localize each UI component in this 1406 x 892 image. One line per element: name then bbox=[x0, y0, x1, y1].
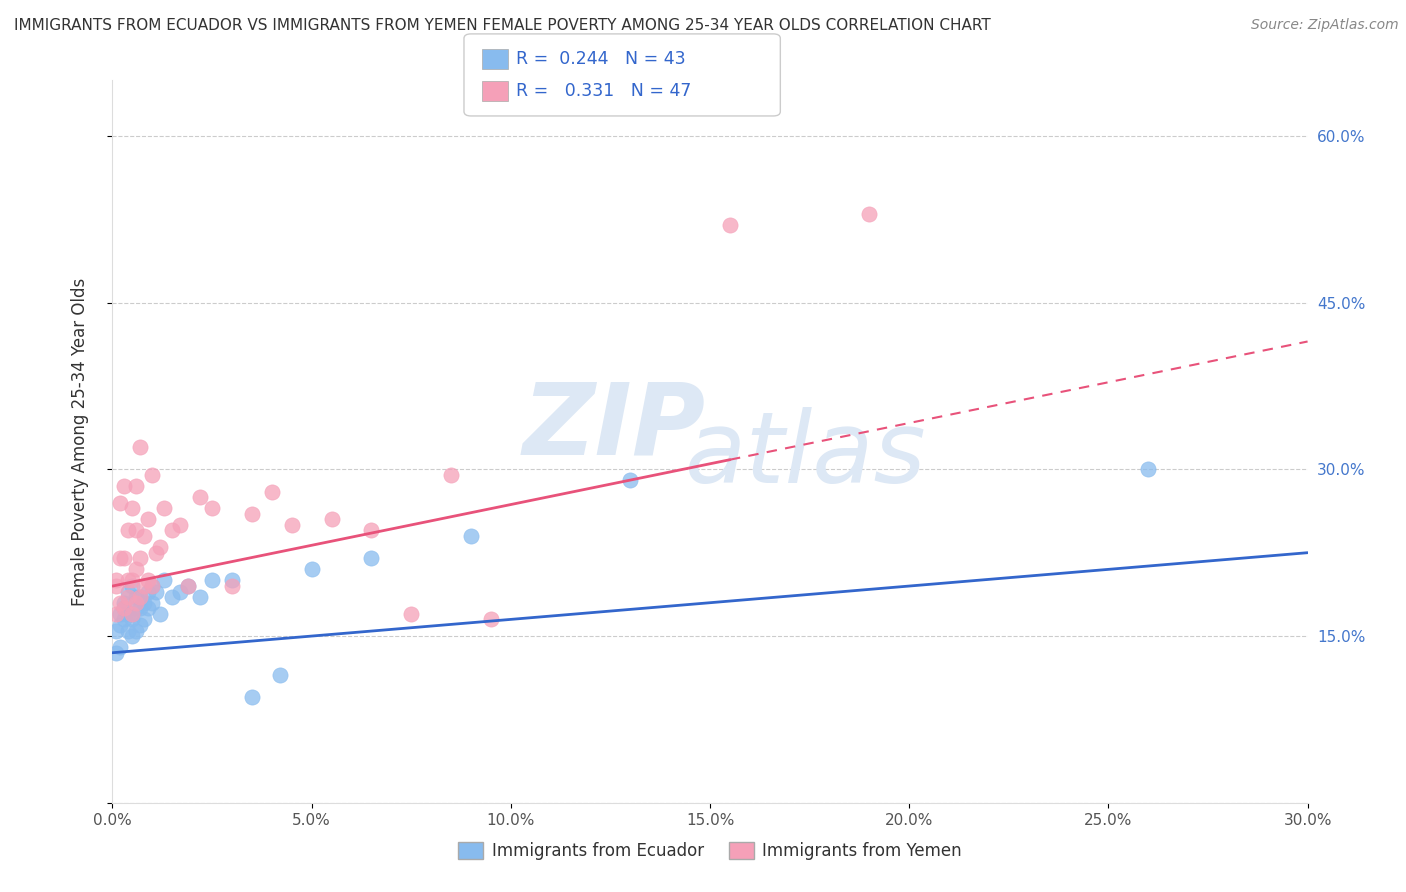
Point bbox=[121, 607, 143, 621]
Point bbox=[105, 579, 128, 593]
Point bbox=[105, 574, 128, 588]
Point bbox=[110, 596, 132, 610]
Point bbox=[162, 590, 183, 604]
Point bbox=[117, 584, 139, 599]
Point bbox=[138, 584, 160, 599]
Point bbox=[125, 562, 148, 576]
Point bbox=[110, 640, 132, 655]
Point bbox=[129, 590, 152, 604]
Point bbox=[114, 601, 135, 615]
Point bbox=[138, 574, 160, 588]
Point bbox=[134, 596, 156, 610]
Point bbox=[117, 574, 139, 588]
Text: R =   0.331   N = 47: R = 0.331 N = 47 bbox=[516, 82, 692, 100]
Point bbox=[177, 579, 200, 593]
Point bbox=[360, 524, 382, 538]
Point bbox=[301, 562, 323, 576]
Text: R =  0.244   N = 43: R = 0.244 N = 43 bbox=[516, 50, 686, 68]
Point bbox=[125, 590, 148, 604]
Point bbox=[169, 584, 191, 599]
Point bbox=[360, 551, 382, 566]
Point bbox=[134, 612, 156, 626]
Point bbox=[145, 546, 167, 560]
Point bbox=[125, 479, 148, 493]
Point bbox=[114, 551, 135, 566]
Point bbox=[110, 551, 132, 566]
Point bbox=[177, 579, 200, 593]
Point bbox=[188, 590, 211, 604]
Point bbox=[153, 574, 176, 588]
Text: IMMIGRANTS FROM ECUADOR VS IMMIGRANTS FROM YEMEN FEMALE POVERTY AMONG 25-34 YEAR: IMMIGRANTS FROM ECUADOR VS IMMIGRANTS FR… bbox=[14, 18, 991, 33]
Point bbox=[858, 207, 880, 221]
Point bbox=[105, 607, 128, 621]
Point bbox=[188, 490, 211, 504]
Point bbox=[134, 529, 156, 543]
Point bbox=[129, 440, 152, 454]
Point bbox=[125, 601, 148, 615]
Point bbox=[162, 524, 183, 538]
Point bbox=[129, 551, 152, 566]
Point bbox=[121, 579, 143, 593]
Point bbox=[114, 612, 135, 626]
Point bbox=[129, 618, 152, 632]
Point bbox=[201, 501, 224, 516]
Point bbox=[321, 512, 343, 526]
Point bbox=[125, 596, 148, 610]
Point bbox=[149, 540, 172, 554]
Point bbox=[110, 607, 132, 621]
Point bbox=[105, 624, 128, 638]
Point bbox=[117, 590, 139, 604]
Point bbox=[479, 612, 502, 626]
Point bbox=[125, 624, 148, 638]
Point bbox=[114, 601, 135, 615]
Point bbox=[121, 612, 143, 626]
Point bbox=[460, 529, 482, 543]
Point bbox=[117, 607, 139, 621]
Point bbox=[117, 524, 139, 538]
Point bbox=[169, 517, 191, 532]
Point bbox=[269, 668, 291, 682]
Point bbox=[138, 512, 160, 526]
Point bbox=[138, 601, 160, 615]
Point bbox=[149, 607, 172, 621]
Point bbox=[105, 646, 128, 660]
Point bbox=[117, 624, 139, 638]
Point bbox=[141, 596, 163, 610]
Point bbox=[121, 629, 143, 643]
Point bbox=[134, 579, 156, 593]
Point bbox=[401, 607, 423, 621]
Text: atlas: atlas bbox=[685, 408, 927, 505]
Point bbox=[141, 579, 163, 593]
Point bbox=[121, 574, 143, 588]
Point bbox=[114, 479, 135, 493]
Text: Source: ZipAtlas.com: Source: ZipAtlas.com bbox=[1251, 18, 1399, 32]
Point bbox=[240, 690, 263, 705]
Point bbox=[125, 524, 148, 538]
Point bbox=[718, 218, 741, 232]
Point bbox=[221, 579, 243, 593]
Point bbox=[141, 467, 163, 482]
Point bbox=[121, 607, 143, 621]
Point bbox=[141, 579, 163, 593]
Point bbox=[145, 584, 167, 599]
Point bbox=[129, 601, 152, 615]
Point bbox=[1137, 462, 1160, 476]
Point bbox=[619, 474, 641, 488]
Point bbox=[440, 467, 463, 482]
Text: ZIP: ZIP bbox=[523, 378, 706, 475]
Point bbox=[201, 574, 224, 588]
Legend: Immigrants from Ecuador, Immigrants from Yemen: Immigrants from Ecuador, Immigrants from… bbox=[451, 835, 969, 867]
Point bbox=[221, 574, 243, 588]
Point bbox=[240, 507, 263, 521]
Point bbox=[114, 596, 135, 610]
Point bbox=[281, 517, 304, 532]
Point bbox=[129, 590, 152, 604]
Point bbox=[260, 484, 283, 499]
Point bbox=[121, 501, 143, 516]
Point bbox=[153, 501, 176, 516]
Y-axis label: Female Poverty Among 25-34 Year Olds: Female Poverty Among 25-34 Year Olds bbox=[70, 277, 89, 606]
Point bbox=[110, 618, 132, 632]
Point bbox=[110, 496, 132, 510]
